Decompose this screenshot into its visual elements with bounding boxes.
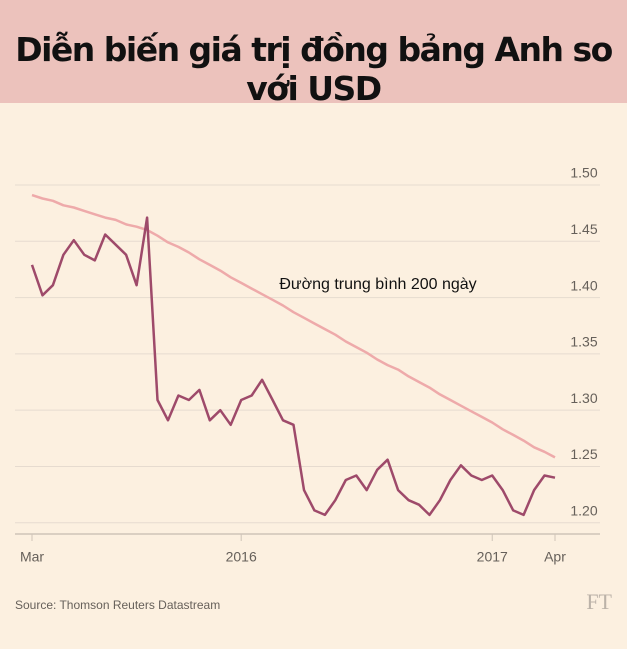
y-tick-label: 1.35 (570, 334, 597, 350)
y-tick-label: 1.30 (570, 390, 597, 406)
x-tick-label: 2017 (477, 549, 508, 565)
y-tick-label: 1.25 (570, 446, 597, 462)
y-tick-label: 1.45 (570, 221, 597, 237)
chart-title: Diễn biến giá trị đồng bảng Anh so với U… (15, 30, 613, 108)
title-band (0, 0, 627, 103)
watermark: FT (586, 589, 612, 614)
x-tick-label: 2016 (226, 549, 257, 565)
annotation: Đường trung bình 200 ngày (279, 276, 476, 293)
series-line (31, 193, 556, 459)
series-line (30, 216, 556, 517)
x-tick-label: Mar (20, 549, 44, 565)
y-tick-label: 1.50 (570, 165, 597, 181)
y-tick-label: 1.40 (570, 277, 597, 293)
x-tick-label: Apr (544, 549, 566, 565)
y-tick-label: 1.20 (570, 502, 597, 518)
source: Source: Thomson Reuters Datastream (15, 598, 220, 612)
